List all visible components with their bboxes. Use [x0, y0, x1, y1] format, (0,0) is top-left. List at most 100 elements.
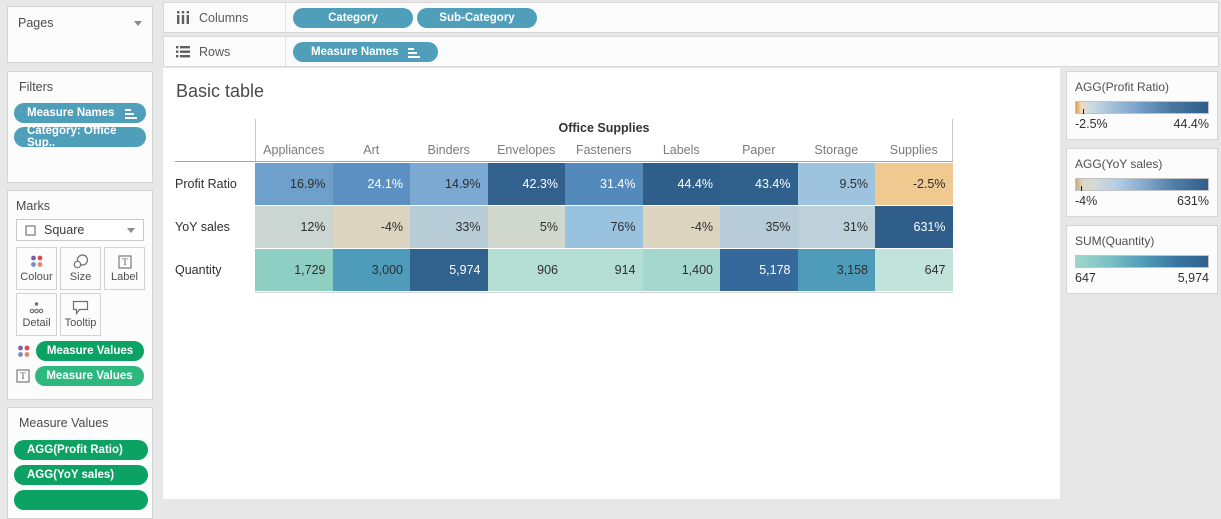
legend-gradient-bar[interactable]	[1075, 255, 1209, 268]
button-label: Detail	[22, 316, 51, 329]
measure-values-pill-yoy-sales[interactable]: AGG(YoY sales)	[14, 465, 148, 485]
column-header[interactable]: Fasteners	[575, 142, 632, 157]
heatmap-cell[interactable]: 9.5%	[797, 163, 875, 205]
heatmap-cell[interactable]: 631%	[875, 206, 953, 248]
legend-title: AGG(Profit Ratio)	[1075, 80, 1170, 94]
button-label: Tooltip	[64, 317, 97, 329]
heatmap-cell[interactable]: 3,000	[332, 249, 410, 291]
columns-shelf[interactable]: Columns Category Sub-Category	[163, 2, 1219, 33]
heatmap-cell[interactable]: 1,400	[642, 249, 720, 291]
svg-text:T: T	[20, 371, 26, 381]
column-header[interactable]: Paper	[742, 142, 776, 157]
heatmap-cell[interactable]: 35%	[720, 206, 798, 248]
heatmap-cell[interactable]: -2.5%	[875, 163, 953, 205]
size-icon	[73, 254, 88, 269]
size-button[interactable]: Size	[60, 247, 101, 290]
pill-label: Measure Values	[46, 370, 133, 382]
row-header[interactable]: Profit Ratio	[175, 177, 237, 191]
column-header[interactable]: Appliances	[263, 142, 325, 157]
legend-tick	[1081, 186, 1083, 191]
legend-title: AGG(YoY sales)	[1075, 157, 1163, 171]
heatmap-cell[interactable]: -4%	[642, 206, 720, 248]
heatmap-cell[interactable]: 24.1%	[332, 163, 410, 205]
marks-title: Marks	[16, 199, 51, 213]
heatmap-cell[interactable]: 5,178	[720, 249, 798, 291]
header-divider	[952, 119, 953, 161]
chevron-down-icon	[127, 227, 135, 233]
legend-gradient-bar[interactable]	[1075, 178, 1209, 191]
colour-icon	[31, 255, 43, 267]
column-header[interactable]: Envelopes	[497, 142, 556, 157]
heatmap-cell[interactable]: 914	[565, 249, 643, 291]
heatmap-cell[interactable]: 16.9%	[255, 163, 333, 205]
legend-tick	[1082, 109, 1084, 114]
square-mark-icon	[25, 224, 36, 236]
tooltip-button[interactable]: Tooltip	[60, 293, 101, 336]
pill-label: Measure Names	[311, 45, 399, 58]
filters-title: Filters	[19, 80, 54, 94]
heatmap-cell[interactable]: 906	[487, 249, 565, 291]
heatmap-cell[interactable]: 31%	[797, 206, 875, 248]
column-header[interactable]: Labels	[662, 142, 700, 157]
header-divider	[255, 119, 256, 161]
row-header[interactable]: Quantity	[175, 263, 222, 277]
column-header[interactable]: Storage	[814, 142, 859, 157]
legend-max: 5,974	[1177, 271, 1209, 285]
heatmap-cell[interactable]: 44.4%	[642, 163, 720, 205]
columns-icon	[177, 11, 189, 24]
pill-label: Measure Names	[27, 107, 115, 119]
detail-button[interactable]: Detail	[16, 293, 57, 336]
mark-type-label: Square	[44, 223, 85, 237]
heatmap-cell[interactable]: -4%	[332, 206, 410, 248]
button-label: Size	[69, 271, 92, 283]
heatmap-cell[interactable]: 3,158	[797, 249, 875, 291]
pill-category[interactable]: Category	[293, 7, 413, 28]
heatmap-cell[interactable]: 76%	[565, 206, 643, 248]
legend-min: -2.5%	[1075, 117, 1108, 131]
chevron-down-icon[interactable]	[134, 20, 142, 26]
rows-icon	[176, 46, 190, 58]
label-pill-measure-values[interactable]: Measure Values	[35, 366, 144, 386]
heatmap-cell[interactable]: 31.4%	[565, 163, 643, 205]
column-header[interactable]: Supplies	[889, 142, 938, 157]
measure-values-card: Measure Values AGG(Profit Ratio) AGG(YoY…	[7, 407, 153, 519]
mark-type-dropdown[interactable]: Square	[16, 219, 144, 241]
heatmap-cell[interactable]: 42.3%	[487, 163, 565, 205]
label-button[interactable]: T Label	[104, 247, 145, 290]
measure-values-pill-profit-ratio[interactable]: AGG(Profit Ratio)	[14, 440, 148, 460]
legend-quantity: SUM(Quantity) 647 5,974	[1066, 225, 1218, 294]
heatmap-cell[interactable]: 1,729	[255, 249, 333, 291]
heatmap-cell[interactable]: 5,974	[410, 249, 488, 291]
pill-measure-names[interactable]: Measure Names	[293, 41, 438, 62]
heatmap-cell[interactable]: 14.9%	[410, 163, 488, 205]
measure-values-pill-clipped[interactable]	[14, 490, 148, 510]
heatmap-cell[interactable]: 43.4%	[720, 163, 798, 205]
pages-title: Pages	[18, 16, 54, 30]
legend-gradient-bar[interactable]	[1075, 101, 1209, 114]
heatmap-cell[interactable]: 12%	[255, 206, 333, 248]
viz-title: Basic table	[176, 81, 265, 101]
pill-label: Measure Values	[46, 345, 134, 357]
button-label: Label	[111, 270, 138, 283]
colour-button[interactable]: Colour	[16, 247, 57, 290]
filters-card: Filters Measure Names Category: Office S…	[7, 71, 153, 183]
column-header[interactable]: Binders	[427, 142, 470, 157]
worksheet-canvas: Basic table Office Supplies Appliances Ar…	[163, 68, 1060, 499]
colour-shelf-icon	[18, 345, 30, 357]
heatmap-cell[interactable]: 33%	[410, 206, 488, 248]
category-header[interactable]: Office Supplies	[558, 120, 650, 135]
label-shelf-icon: T	[16, 369, 30, 383]
filter-pill-category[interactable]: Category: Office Sup..	[14, 125, 146, 149]
tooltip-icon	[72, 300, 89, 315]
pill-sub-category[interactable]: Sub-Category	[417, 7, 537, 28]
column-header[interactable]: Art	[363, 142, 380, 157]
colour-pill-measure-values[interactable]: Measure Values	[36, 341, 144, 361]
legend-max: 44.4%	[1173, 117, 1209, 131]
columns-shelf-label: Columns	[199, 10, 249, 25]
row-header[interactable]: YoY sales	[175, 220, 230, 234]
heatmap-cell[interactable]: 5%	[487, 206, 565, 248]
heatmap-cell[interactable]: 647	[875, 249, 953, 291]
filter-pill-measure-names[interactable]: Measure Names	[14, 103, 146, 123]
rows-shelf[interactable]: Rows Measure Names	[163, 36, 1219, 67]
rows-shelf-label: Rows	[199, 44, 231, 59]
